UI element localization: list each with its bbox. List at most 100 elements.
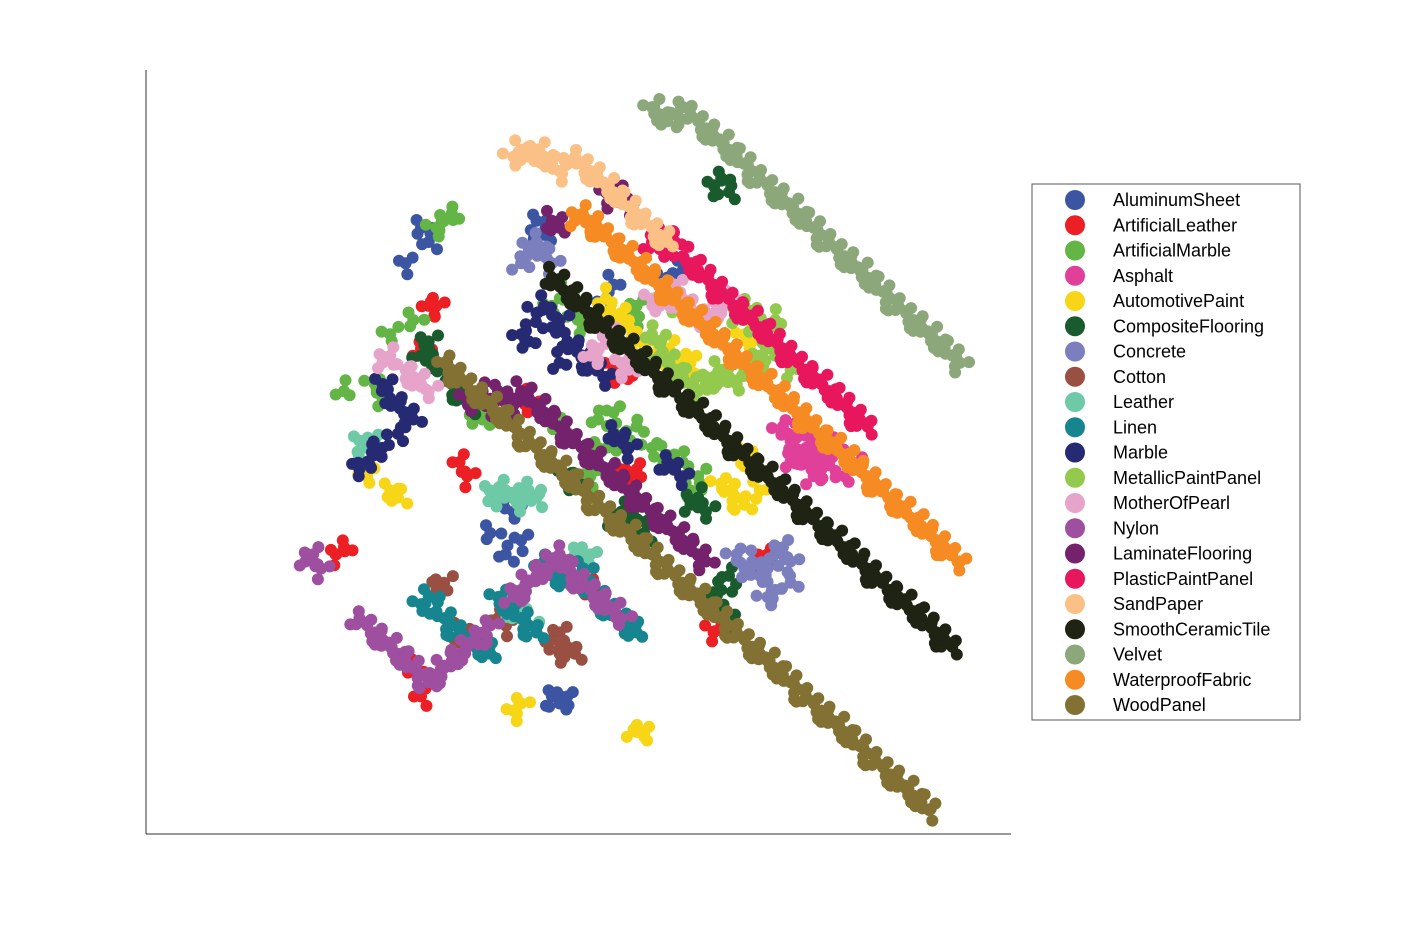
point-CompositeFlooring [716,571,729,583]
point-LaminateFlooring [617,468,630,481]
point-Velvet [916,310,929,323]
point-Leather [536,501,548,514]
point-WoodPanel [683,589,696,602]
point-Velvet [777,182,790,195]
point-SmoothCeramicTile [751,452,764,465]
point-WoodPanel [638,532,651,545]
point-PlasticPaintPanel [865,428,878,441]
legend-marker [1065,442,1085,463]
point-SandPaper [578,155,591,168]
point-Velvet [845,262,858,275]
point-Concrete [784,569,796,582]
point-AutomotivePaint [627,723,640,736]
point-PlasticPaintPanel [747,315,760,328]
point-MotherOfPearl [391,358,404,371]
point-AluminumSheet [527,208,540,221]
point-Leather [591,546,603,558]
point-Nylon [459,647,472,660]
legend-label: MetallicPaintPanel [1113,468,1261,488]
point-Cotton [575,653,588,666]
point-Velvet [731,156,744,169]
point-MetallicPaintPanel [659,328,672,341]
point-Linen [636,630,649,643]
point-Velvet [880,287,893,300]
point-MotherOfPearl [414,380,427,393]
legend-label: Concrete [1113,342,1186,362]
point-WoodPanel [600,504,613,517]
point-SmoothCeramicTile [578,303,591,315]
point-Marble [617,437,630,450]
point-AluminumSheet [480,519,492,532]
point-WoodPanel [614,525,626,538]
point-Nylon [543,562,556,575]
point-WoodPanel [902,782,915,795]
point-WaterproofFabric [728,343,741,355]
point-WoodPanel [730,619,743,632]
legend-marker [1065,316,1085,337]
point-Cotton [560,620,573,633]
point-AutomotivePaint [614,312,627,325]
point-LaminateFlooring [541,204,553,217]
point-Asphalt [806,436,819,449]
point-WaterproofFabric [904,495,917,508]
point-WaterproofFabric [626,239,639,252]
point-PlasticPaintPanel [737,313,750,326]
point-Asphalt [842,475,855,488]
point-WoodPanel [443,349,456,362]
point-SmoothCeramicTile [937,626,950,639]
point-WaterproofFabric [835,431,848,444]
point-WoodPanel [777,674,790,687]
point-SmoothCeramicTile [659,371,672,384]
point-AutomotivePaint [385,494,398,507]
point-SmoothCeramicTile [858,547,871,560]
point-LaminateFlooring [545,224,557,237]
point-ArtificialLeather [336,534,349,547]
point-Leather [521,475,534,488]
point-AutomotivePaint [746,503,759,516]
point-Velvet [762,177,775,190]
point-ArtificialMarble [614,400,626,413]
point-Velvet [949,366,962,379]
point-MetallicPaintPanel [708,355,721,368]
point-WoodPanel [475,398,488,411]
legend-label: SmoothCeramicTile [1113,619,1270,639]
legend-marker [1065,291,1085,311]
point-Marble [532,306,544,319]
point-WoodPanel [649,550,662,563]
point-PlasticPaintPanel [704,263,717,276]
point-SmoothCeramicTile [598,321,611,334]
point-WoodPanel [777,660,790,673]
point-Nylon [626,610,638,623]
point-Marble [346,457,359,470]
point-SandPaper [509,134,522,147]
point-Concrete [531,249,544,262]
point-WaterproofFabric [843,447,856,460]
legend-label: Linen [1113,417,1157,437]
point-Nylon [323,560,336,573]
point-PlasticPaintPanel [682,240,695,253]
point-SmoothCeramicTile [949,634,962,647]
series-PlasticPaintPanel [637,221,878,441]
point-Linen [622,629,635,642]
point-PlasticPaintPanel [806,360,819,372]
point-Marble [384,399,397,412]
point-LaminateFlooring [627,485,640,498]
point-SandPaper [546,162,559,175]
point-SmoothCeramicTile [658,385,671,398]
point-WaterproofFabric [611,232,624,245]
point-SmoothCeramicTile [580,291,593,304]
point-WoodPanel [847,738,860,751]
point-WoodPanel [916,802,929,815]
point-WoodPanel [708,611,721,624]
point-SmoothCeramicTile [836,524,849,537]
series-WoodPanel [431,349,942,827]
point-WoodPanel [754,636,766,649]
legend-marker [1065,568,1085,589]
point-WaterproofFabric [936,534,949,547]
point-Velvet [754,165,767,178]
point-Cotton [543,643,556,656]
point-PlasticPaintPanel [690,255,703,268]
point-WoodPanel [491,390,503,403]
point-Leather [482,495,495,508]
series-SmoothCeramicTile [539,260,963,661]
